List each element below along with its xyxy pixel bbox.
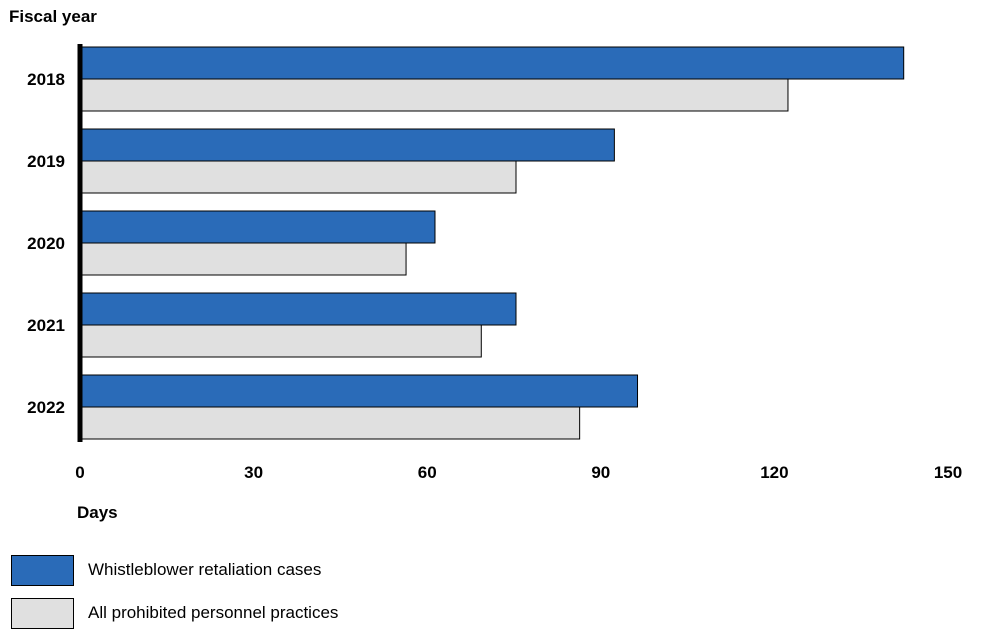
bar-2020-series-0 bbox=[81, 210, 436, 244]
legend: Whistleblower retaliation cases All proh… bbox=[11, 553, 338, 639]
legend-swatch-whistleblower bbox=[11, 554, 74, 586]
y-tick-labels: 2018 2019 2020 2021 2022 bbox=[27, 70, 65, 417]
x-tick-label-120: 120 bbox=[760, 463, 788, 482]
bar-2018-series-1 bbox=[81, 78, 789, 112]
bar-2018-series-0 bbox=[81, 46, 905, 80]
x-tick-label-90: 90 bbox=[591, 463, 610, 482]
y-tick-label-2020: 2020 bbox=[27, 234, 65, 253]
x-tick-labels: 0 30 60 90 120 150 bbox=[75, 463, 962, 482]
y-tick-label-2022: 2022 bbox=[27, 398, 65, 417]
legend-item-whistleblower: Whistleblower retaliation cases bbox=[11, 553, 338, 587]
x-tick-label-60: 60 bbox=[418, 463, 437, 482]
legend-label-whistleblower: Whistleblower retaliation cases bbox=[88, 560, 322, 579]
bar-2019-series-0 bbox=[81, 128, 615, 162]
x-axis-title: Days bbox=[77, 503, 118, 522]
x-tick-label-30: 30 bbox=[244, 463, 263, 482]
x-tick-label-150: 150 bbox=[934, 463, 962, 482]
bar-2022-series-0 bbox=[81, 374, 639, 408]
legend-item-all-practices: All prohibited personnel practices bbox=[11, 596, 338, 630]
bar-2020-series-1 bbox=[81, 242, 407, 276]
y-tick-label-2021: 2021 bbox=[27, 316, 65, 335]
y-tick-label-2018: 2018 bbox=[27, 70, 65, 89]
bar-2021-series-1 bbox=[81, 324, 482, 358]
bar-2019-series-1 bbox=[81, 160, 517, 194]
legend-label-all-practices: All prohibited personnel practices bbox=[88, 603, 339, 622]
bar-2021-series-0 bbox=[81, 292, 517, 326]
x-tick-label-0: 0 bbox=[75, 463, 84, 482]
y-tick-label-2019: 2019 bbox=[27, 152, 65, 171]
legend-swatch-all-practices bbox=[11, 597, 74, 629]
bar-2022-series-1 bbox=[81, 406, 581, 440]
bars-group bbox=[81, 46, 905, 440]
y-axis-title: Fiscal year bbox=[9, 7, 97, 26]
bar-chart: Fiscal year 2018 2019 2020 2021 2022 0 30 60 90… bbox=[9, 7, 962, 522]
